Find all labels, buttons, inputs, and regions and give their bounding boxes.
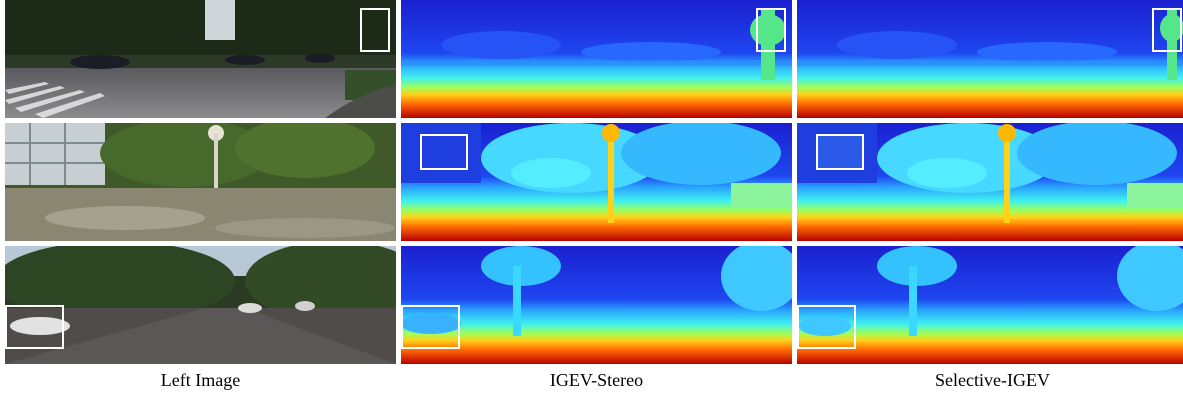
igev-stereo-row-2 <box>401 123 792 241</box>
column-label-left-image: Left Image <box>160 370 241 390</box>
highlight-box <box>1152 8 1182 52</box>
selective-igev-row-1 <box>797 0 1183 118</box>
column-label-igev-stereo: IGEV-Stereo <box>549 370 644 390</box>
left-image-row-3 <box>5 246 396 364</box>
highlight-box <box>420 134 468 170</box>
highlight-box <box>5 305 64 349</box>
left-image-row-2 <box>5 123 396 241</box>
highlight-box <box>401 305 460 349</box>
highlight-box <box>816 134 864 170</box>
selective-igev-row-2 <box>797 123 1183 241</box>
igev-stereo-row-3 <box>401 246 792 364</box>
highlight-box <box>797 305 856 349</box>
left-image-row-1 <box>5 0 396 118</box>
selective-igev-row-3 <box>797 246 1183 364</box>
comparison-grid <box>5 0 1183 368</box>
highlight-box <box>756 8 786 52</box>
highlight-box <box>360 8 390 52</box>
column-label-selective-igev: Selective-IGEV <box>935 370 1050 390</box>
igev-stereo-row-1 <box>401 0 792 118</box>
